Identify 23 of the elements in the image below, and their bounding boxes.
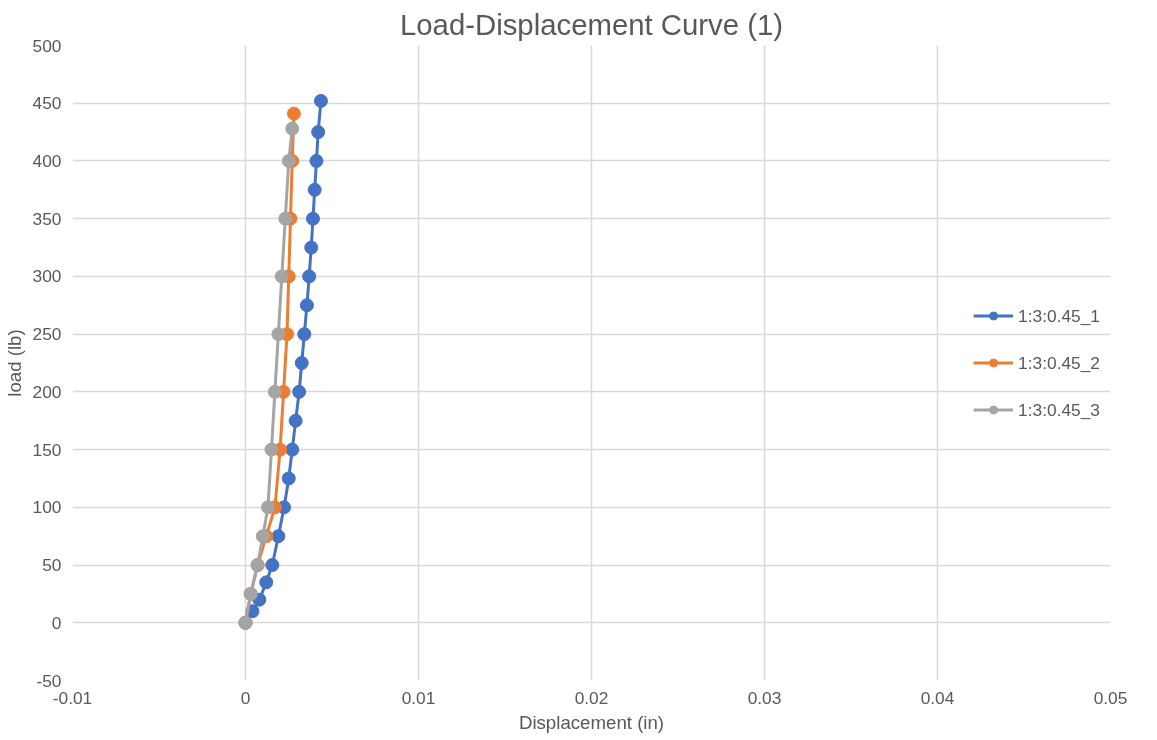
x-tick-label: 0.05	[1093, 687, 1128, 708]
y-tick-label: 250	[32, 324, 62, 345]
x-tick-label: 0.04	[920, 687, 955, 708]
y-tick-label: 350	[32, 208, 62, 229]
y-tick-label: 50	[42, 555, 62, 576]
y-tick-label: 150	[32, 439, 62, 460]
y-axis-title: load (lb)	[3, 329, 25, 397]
legend-label: 1:3:0.45_3	[1018, 399, 1100, 420]
y-tick-label: 450	[32, 93, 62, 114]
x-tick-label: 0.01	[401, 687, 436, 708]
y-tick-label: 400	[32, 150, 62, 171]
legend-label: 1:3:0.45_2	[1018, 352, 1100, 373]
y-tick-label: 100	[32, 497, 62, 518]
y-tick-label: 300	[32, 266, 62, 287]
y-tick-label: 0	[51, 612, 62, 633]
legend-label: 1:3:0.45_1	[1018, 305, 1100, 326]
x-tick-label: 0.02	[574, 687, 609, 708]
y-tick-label: 200	[32, 381, 62, 402]
x-tick-label: 0.03	[747, 687, 782, 708]
x-axis-title: Displacement (in)	[518, 711, 665, 733]
y-tick-label: 500	[32, 35, 62, 56]
chart-title: Load-Displacement Curve (1)	[399, 7, 784, 41]
x-tick-label: 0	[240, 687, 251, 708]
